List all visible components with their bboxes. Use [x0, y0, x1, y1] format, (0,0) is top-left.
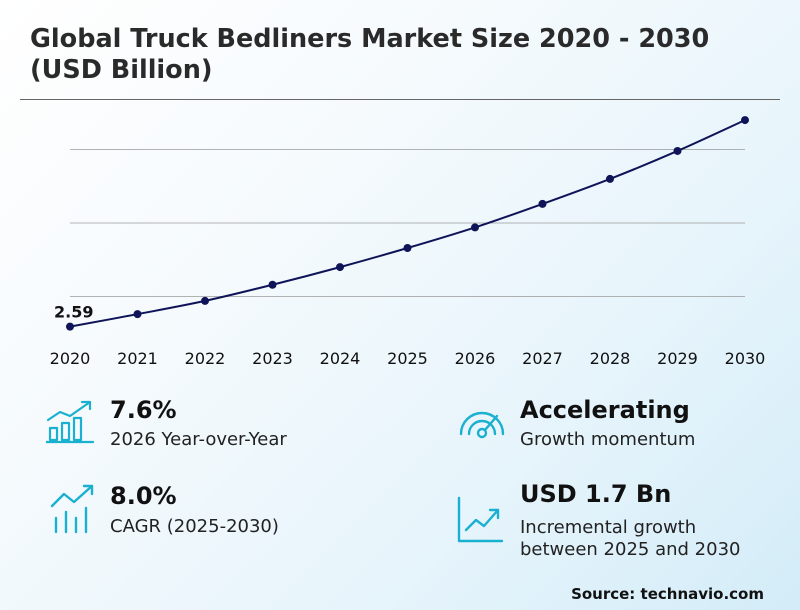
gauge-icon: [459, 411, 505, 439]
data-labels: 2.59: [54, 303, 93, 322]
x-tick-label: 2028: [590, 349, 631, 368]
stat-cagr-label: CAGR (2025-2030): [110, 516, 279, 537]
data-point-2030: [741, 116, 749, 125]
x-tick-label: 2024: [320, 349, 361, 368]
data-points: [66, 116, 749, 331]
data-point-2026: [471, 223, 479, 232]
chart-title-line2: (USD Billion): [30, 55, 213, 85]
chart-title-line1: Global Truck Bedliners Market Size 2020 …: [30, 24, 710, 54]
source-credit: Source: technavio.com: [571, 585, 764, 603]
data-point-2023: [268, 280, 277, 289]
x-tick-label: 2030: [725, 349, 766, 368]
x-tick-label: 2026: [455, 349, 496, 368]
x-tick-label: 2025: [387, 349, 428, 368]
data-point-2021: [133, 310, 142, 319]
stat-cagr-value: 8.0%: [110, 482, 177, 510]
title-divider: [20, 99, 780, 100]
stat-momentum-value: Accelerating: [520, 396, 690, 424]
x-tick-label: 2020: [50, 349, 91, 368]
x-tick-label: 2022: [185, 349, 226, 368]
x-tick-label: 2027: [522, 349, 563, 368]
x-axis-tick-labels: 2020 2021 2022 2023 2024 2025 2026 2027 2028 2029…: [50, 349, 766, 368]
data-point-2025: [403, 243, 412, 252]
stat-incremental-label-line2: between 2025 and 2030: [520, 539, 741, 560]
stat-incremental-label: Incremental growth between 2025 and 2030: [520, 517, 740, 561]
chart-title: Global Truck Bedliners Market Size 2020 …: [30, 24, 780, 86]
data-point-2027: [538, 199, 547, 208]
stat-incremental-label-line1: Incremental growth: [520, 517, 697, 538]
x-tick-label: 2023: [252, 349, 293, 368]
stat-incremental-value: USD 1.7 Bn: [520, 480, 672, 508]
trend-bars-icon: [50, 484, 94, 534]
line-chart-icon: [457, 496, 504, 543]
x-tick-label: 2029: [657, 349, 698, 368]
data-point-2028: [606, 174, 614, 183]
x-tick-label: 2021: [117, 349, 158, 368]
data-point-2024: [336, 263, 344, 272]
bar-growth-icon: [46, 400, 94, 444]
data-point-2022: [201, 296, 209, 305]
stat-yoy-label: 2026 Year-over-Year: [110, 429, 287, 450]
data-point-2020: [66, 322, 74, 331]
stat-momentum-label: Growth momentum: [520, 429, 696, 450]
data-label: 2.59: [54, 303, 93, 322]
grid-lines: [70, 149, 745, 297]
line-chart: 2020 2021 2022 2023 2024 2025 2026 2027 2028 2029…: [50, 116, 766, 368]
stat-yoy-value: 7.6%: [110, 396, 177, 424]
data-point-2029: [673, 146, 682, 155]
